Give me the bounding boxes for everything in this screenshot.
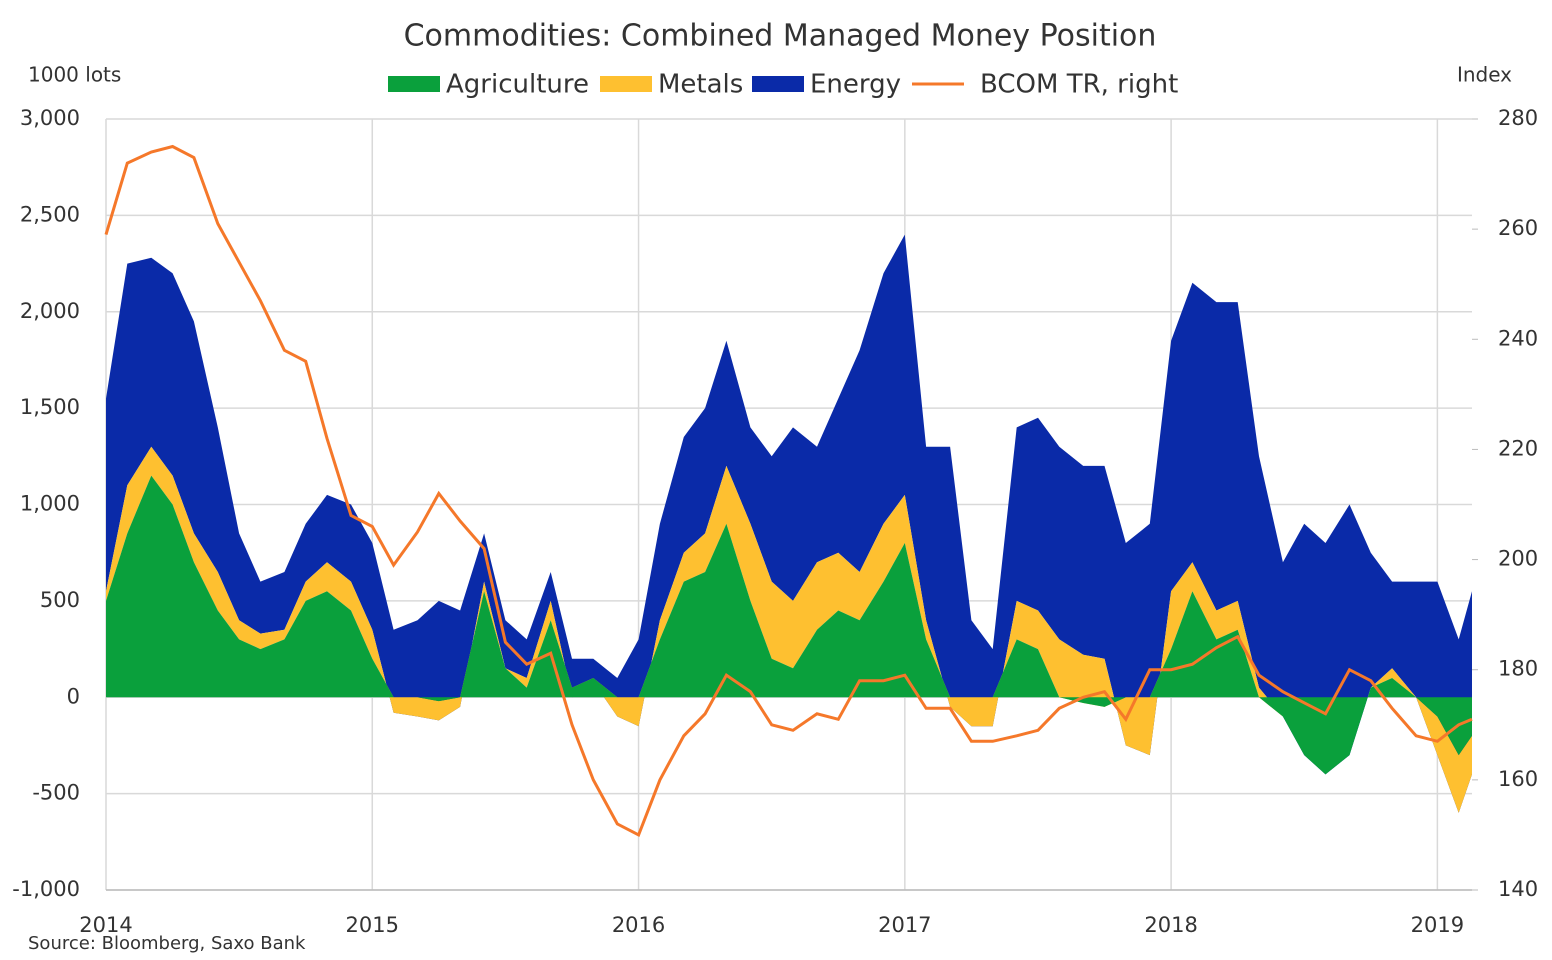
legend-swatch [752,76,804,92]
y-tick-label: 0 [67,684,80,708]
legend-swatch [388,76,440,92]
area [106,475,1472,775]
y2-tick-label: 220 [1498,436,1538,460]
legend-label: Metals [658,70,743,100]
y-tick-label: 500 [40,588,80,612]
y-tick-label: 2,000 [20,299,80,323]
y2-tick-label: 200 [1498,547,1538,571]
y2-tick-label: 140 [1498,877,1538,901]
y-tick-label: 2,500 [20,202,80,226]
line [104,144,1473,837]
y-tick-label: -1,000 [12,877,80,901]
y2-tick-label: 180 [1498,657,1538,681]
legend-label: Energy [810,70,901,100]
chart-title: Commodities: Combined Managed Money Posi… [404,19,1157,54]
y-tick-label: 1,000 [20,492,80,516]
y2-tick-label: 160 [1498,767,1538,791]
y2-tick-label: 240 [1498,326,1538,350]
y-tick-label: 3,000 [20,106,80,130]
y-tick-label: 1,500 [20,395,80,419]
y-axis-label: 1000 lots [28,63,121,87]
y2-axis-label: Index [1457,63,1512,87]
legend-label: BCOM TR, right [980,70,1178,100]
x-tick-label: 2017 [878,913,931,937]
x-tick-label: 2015 [346,913,399,937]
x-tick-label: 2018 [1144,913,1197,937]
y2-tick-label: 260 [1498,216,1538,240]
x-tick-label: 2014 [79,913,132,937]
area [106,446,1472,813]
source-note: Source: Bloomberg, Saxo Bank [28,933,306,954]
legend-swatch [600,76,652,92]
x-tick-label: 2016 [612,913,665,937]
area [106,234,1472,813]
y2-tick-label: 280 [1498,106,1538,130]
legend-label: Agriculture [446,70,589,100]
y-tick-label: -500 [32,781,80,805]
x-tick-label: 2019 [1411,913,1464,937]
